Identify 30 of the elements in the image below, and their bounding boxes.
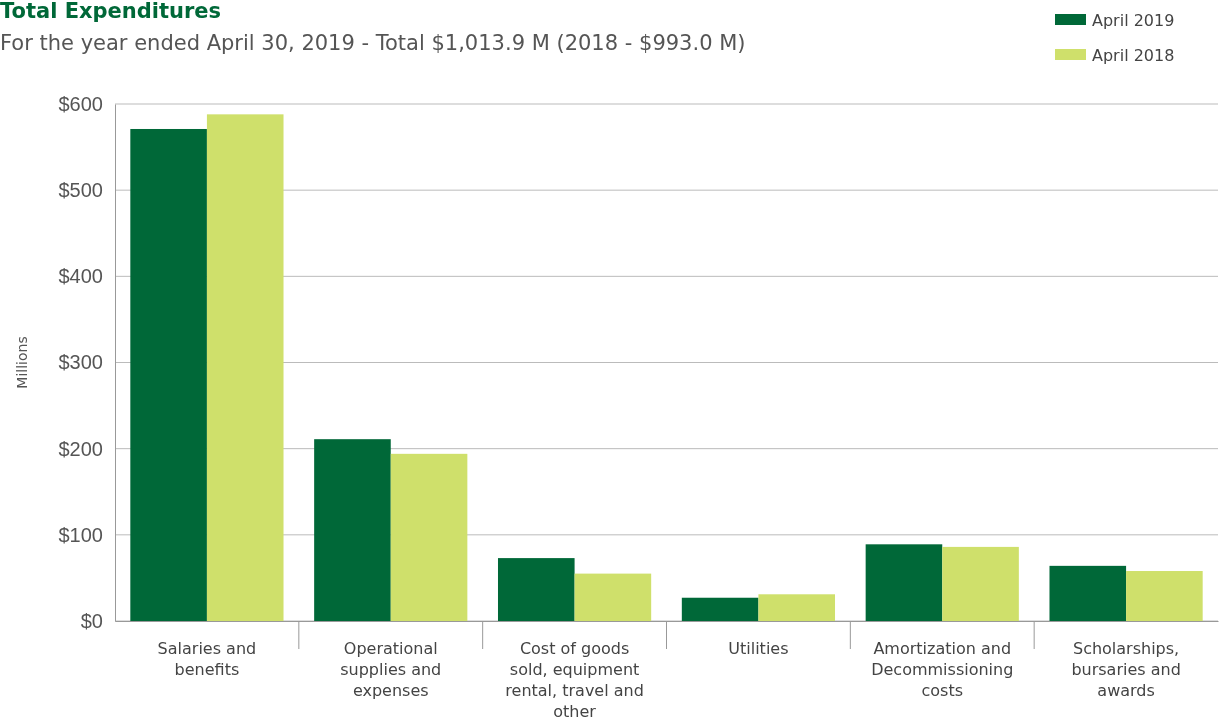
y-tick-label: $600: [58, 92, 103, 115]
x-tick-label: Utilities: [728, 639, 789, 658]
bar: [942, 546, 1019, 621]
bar: [681, 597, 759, 621]
bar: [758, 594, 836, 621]
x-tick-label: Cost of goods sold, equipment rental, travel and other: [505, 639, 644, 717]
legend-label: April 2019: [1092, 11, 1175, 30]
bar: [497, 558, 575, 621]
y-tick-label: $400: [58, 265, 103, 288]
y-axis-title: Millions: [14, 336, 30, 389]
bar: [390, 453, 468, 621]
y-tick-label: $300: [58, 351, 103, 374]
bar: [1049, 565, 1127, 621]
chart-subtitle: For the year ended April 30, 2019 - Total $1,013.9 M (2018 - $993.0 M): [0, 31, 746, 55]
bar: [206, 114, 284, 621]
x-tick-label: Scholarships, bursaries and awards: [1071, 639, 1181, 700]
x-tick-label: Operational supplies and expenses: [340, 639, 442, 700]
y-tick-label: $200: [58, 437, 103, 460]
y-tick-label: $500: [58, 179, 103, 202]
bar: [130, 128, 207, 621]
y-tick-label: $0: [80, 609, 103, 632]
bar: [314, 439, 391, 621]
x-tick-label: Salaries and benefits: [157, 639, 257, 679]
bar: [865, 544, 943, 621]
legend-label: April 2018: [1092, 46, 1175, 65]
chart-title: Total Expenditures: [0, 0, 222, 23]
x-tick-label: Amortization and Decommissioning costs: [871, 639, 1014, 700]
bar: [574, 573, 652, 621]
bar: [1126, 571, 1203, 621]
y-tick-label: $100: [58, 523, 103, 546]
